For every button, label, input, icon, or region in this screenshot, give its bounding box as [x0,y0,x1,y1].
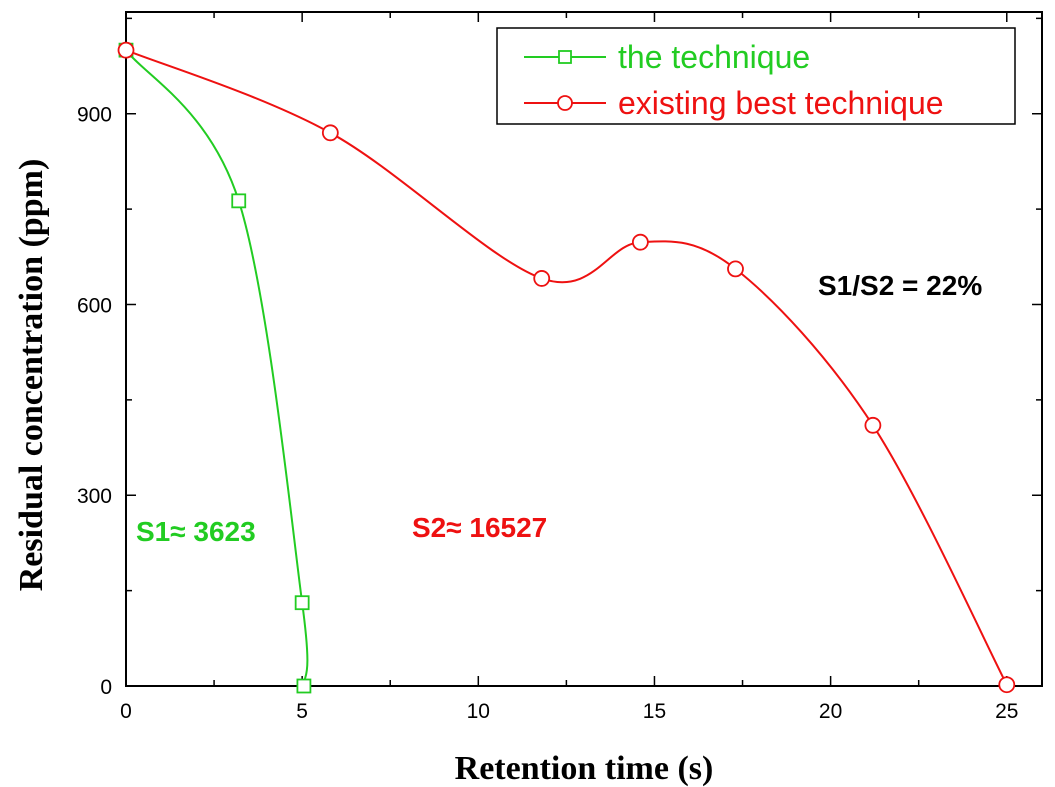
legend-label-existing-best-technique: existing best technique [618,85,944,121]
annotation-s1: S1≈ 3623 [136,516,256,547]
y-tick-label: 0 [100,676,112,699]
y-axis-title: Residual concentration (ppm) [13,159,50,592]
annotation-s2: S2≈ 16527 [412,512,547,543]
y-axis-ticks: 0 300 600 900 [77,17,1042,699]
series-point [294,595,310,611]
legend-label-the-technique: the technique [618,39,810,75]
legend-marker-the-technique [558,50,572,64]
legend-box [496,27,1016,125]
series-line-0 [125,49,309,687]
series-point [231,193,247,209]
series-point [117,41,135,59]
x-tick-label: 25 [995,700,1018,723]
plot-frame [125,11,1043,687]
series-point [631,233,649,251]
legend: the technique existing best technique [496,27,1016,125]
series-point [727,260,744,278]
series-point [998,676,1016,694]
x-axis-ticks: 0 5 10 15 20 25 [120,12,1018,723]
annotation-ratio: S1/S2 = 22% [818,270,982,301]
x-tick-label: 20 [819,700,842,723]
x-axis-title: Retention time (s) [455,750,714,787]
series-line-1 [125,49,1008,686]
series-point [864,416,882,434]
y-tick-label: 900 [77,104,112,127]
y-tick-label: 600 [77,294,112,317]
series-point [321,124,339,142]
series-point [296,678,312,694]
x-tick-label: 0 [120,700,132,723]
x-tick-label: 5 [296,700,308,723]
y-tick-label: 300 [77,485,112,508]
x-tick-label: 10 [467,700,490,723]
series-layer [117,41,1016,694]
x-tick-label: 15 [643,700,666,723]
legend-marker-existing-best-technique [557,95,573,111]
series-point [533,270,551,287]
